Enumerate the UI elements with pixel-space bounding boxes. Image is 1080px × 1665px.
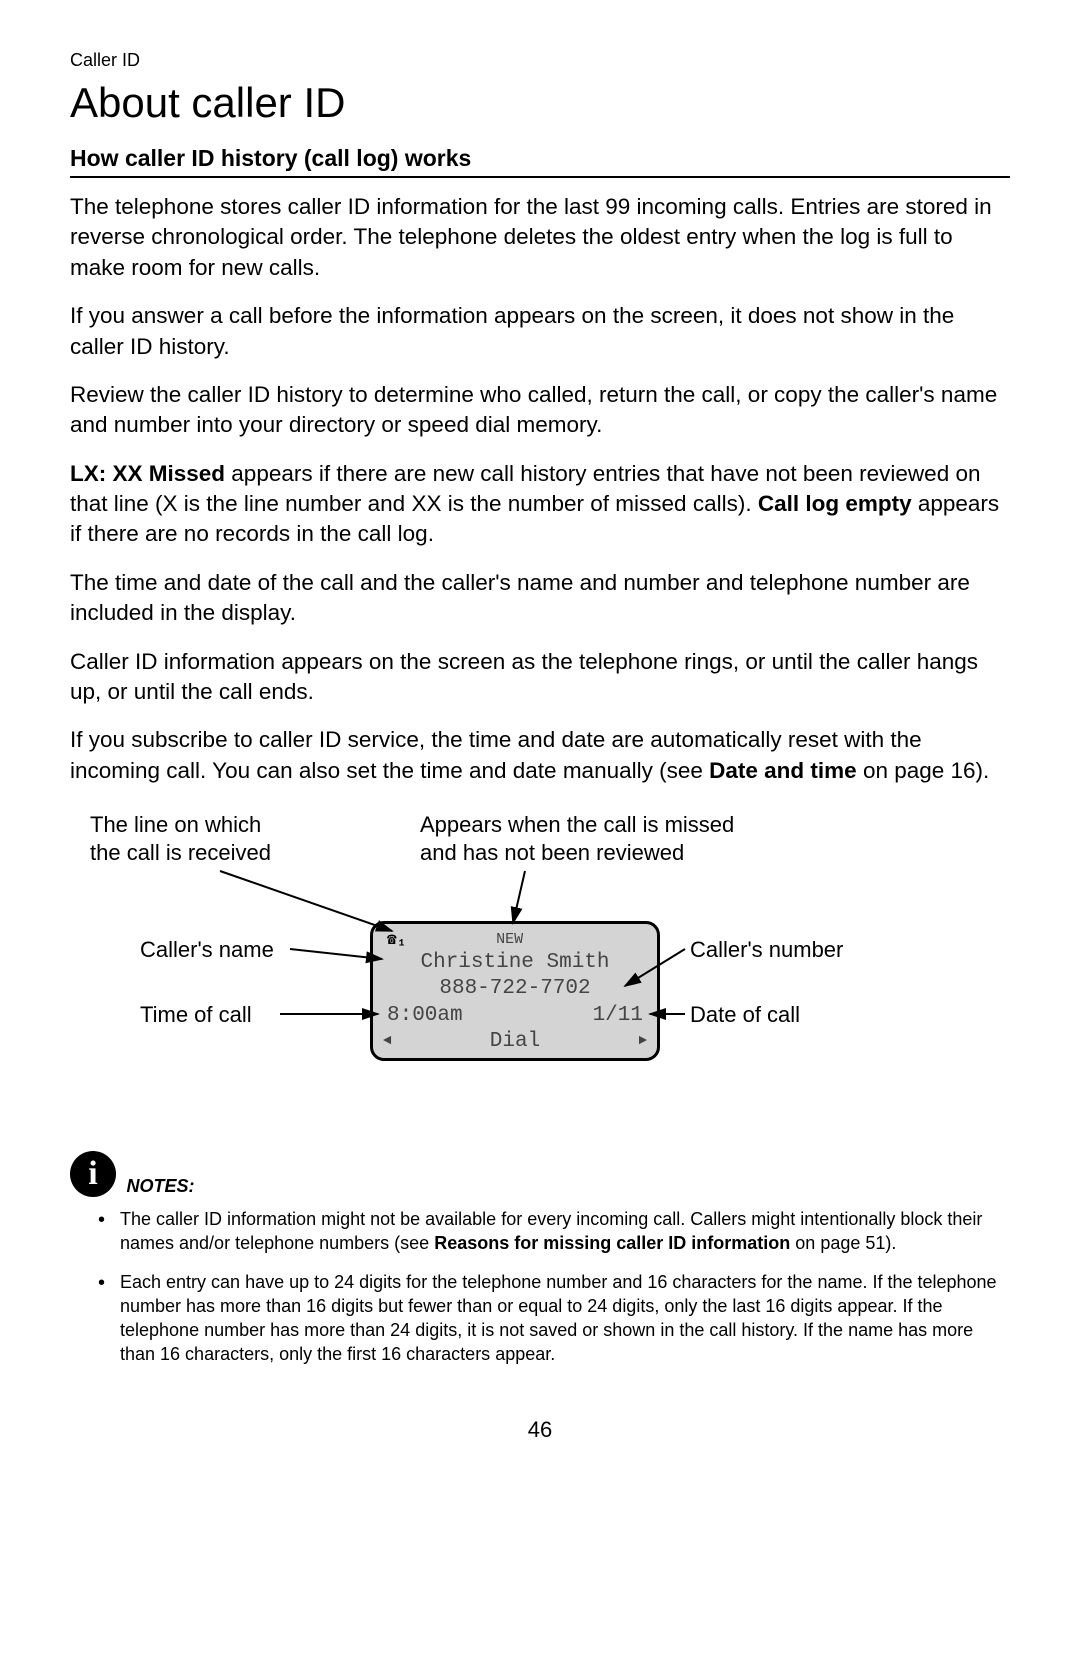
page-number: 46 bbox=[70, 1417, 1010, 1443]
label-time-of-call: Time of call bbox=[140, 1001, 252, 1029]
phone-line-icon: ☎₁ bbox=[387, 930, 406, 950]
paragraph-7: If you subscribe to caller ID service, t… bbox=[70, 725, 1010, 786]
notes-section: i NOTES: The caller ID information might… bbox=[70, 1151, 1010, 1367]
missed-label: LX: XX Missed bbox=[70, 461, 225, 486]
left-arrow-icon: ◄ bbox=[383, 1033, 391, 1051]
new-badge: NEW bbox=[496, 931, 523, 950]
lcd-diagram: The line on whichthe call is received Ap… bbox=[70, 811, 1010, 1131]
info-icon: i bbox=[70, 1151, 116, 1197]
paragraph-6: Caller ID information appears on the scr… bbox=[70, 647, 1010, 708]
paragraph-1: The telephone stores caller ID informati… bbox=[70, 192, 1010, 283]
right-arrow-icon: ► bbox=[639, 1033, 647, 1051]
label-date-of-call: Date of call bbox=[690, 1001, 800, 1029]
paragraph-4: LX: XX Missed appears if there are new c… bbox=[70, 459, 1010, 550]
date-time-ref: Date and time bbox=[709, 758, 857, 783]
page-title: About caller ID bbox=[70, 79, 1010, 127]
notes-label: NOTES: bbox=[126, 1176, 194, 1196]
empty-label: Call log empty bbox=[758, 491, 912, 516]
label-caller-number: Caller's number bbox=[690, 936, 843, 964]
section-heading: How caller ID history (call log) works bbox=[70, 145, 1010, 178]
lcd-date: 1/11 bbox=[593, 1003, 643, 1029]
note-item-2: Each entry can have up to 24 digits for … bbox=[120, 1270, 1010, 1367]
label-missed-new: Appears when the call is missedand has n… bbox=[420, 811, 860, 866]
lcd-number: 888-722-7702 bbox=[383, 976, 647, 1002]
paragraph-5: The time and date of the call and the ca… bbox=[70, 568, 1010, 629]
paragraph-3: Review the caller ID history to determin… bbox=[70, 380, 1010, 441]
lcd-softkey: Dial bbox=[490, 1029, 540, 1055]
note-item-1: The caller ID information might not be a… bbox=[120, 1207, 1010, 1256]
paragraph-2: If you answer a call before the informat… bbox=[70, 301, 1010, 362]
lcd-name: Christine Smith bbox=[383, 950, 647, 976]
lcd-time: 8:00am bbox=[387, 1003, 463, 1029]
header-section-label: Caller ID bbox=[70, 50, 1010, 71]
lcd-screen: ☎₁ NEW Christine Smith 888-722-7702 8:00… bbox=[370, 921, 660, 1061]
label-line-received: The line on whichthe call is received bbox=[90, 811, 350, 866]
label-caller-name: Caller's name bbox=[140, 936, 274, 964]
